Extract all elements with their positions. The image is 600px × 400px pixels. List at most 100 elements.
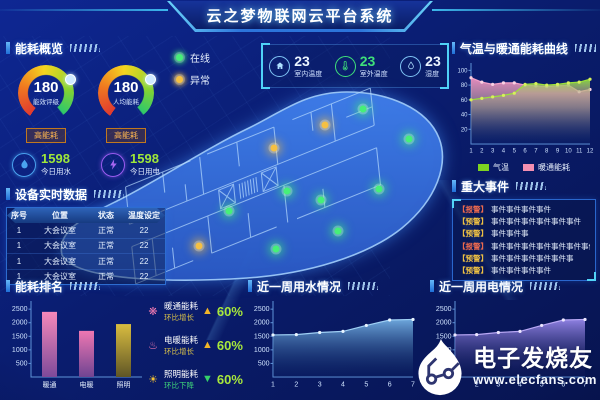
- water-today-value: 1598: [41, 151, 70, 166]
- table-cell: 1: [16, 256, 22, 266]
- rank-stat-percent: 60%: [216, 304, 243, 319]
- svg-text:3: 3: [491, 149, 495, 155]
- event-text: 事件事件事件事件事件事件: [491, 216, 581, 226]
- alarm-tag: 【报警】: [458, 204, 488, 214]
- status-value: 23: [359, 52, 376, 69]
- table-cell: 1: [16, 225, 22, 235]
- svg-text:1: 1: [469, 149, 473, 155]
- svg-text:3: 3: [318, 382, 322, 389]
- status-item-0: 23 室内温度: [269, 54, 322, 79]
- table-row: 1 大会议室 正常 22: [7, 268, 165, 285]
- map-status-dot-online[interactable]: [283, 187, 291, 195]
- map-status-dot-online[interactable]: [272, 245, 280, 253]
- map-status-dot-abnormal[interactable]: [270, 144, 278, 152]
- water-today-stat: 1598 今日用水: [12, 152, 71, 177]
- svg-text:4: 4: [518, 382, 522, 389]
- svg-text:6: 6: [388, 382, 392, 389]
- svg-text:4: 4: [502, 149, 506, 155]
- svg-text:6: 6: [561, 382, 565, 389]
- event-item[interactable]: 【预警】 事件事件事件事件事件事件: [458, 215, 590, 227]
- panel-title: 能耗排名: [15, 279, 64, 294]
- svg-text:2000: 2000: [436, 320, 452, 327]
- map-status-dot-online[interactable]: [405, 135, 413, 143]
- status-box: 23 室内温度 23 室外温度 23 湿度: [261, 43, 449, 89]
- table-row: 1 大会议室 正常 22: [7, 253, 165, 269]
- title-ticks: [70, 44, 101, 52]
- table-cell: 22: [139, 241, 149, 251]
- table-cell: 22: [139, 272, 149, 282]
- svg-text:7: 7: [583, 382, 587, 389]
- svg-text:5: 5: [513, 149, 517, 155]
- map-status-dot-online[interactable]: [317, 196, 325, 204]
- svg-text:3: 3: [496, 382, 500, 389]
- title-ticks: [516, 182, 547, 190]
- legend-item-online: 在线: [176, 50, 210, 65]
- svg-text:11: 11: [576, 149, 583, 155]
- event-item[interactable]: 【报警】 事件事件事件事件: [458, 203, 590, 215]
- watermark-brand: 电子发烧友: [473, 344, 594, 371]
- rank-stat-percent: 60%: [216, 338, 243, 353]
- event-item[interactable]: 【报警】事件事件事件事件事件事件事件事件: [458, 240, 590, 252]
- header-line-right: [432, 9, 600, 11]
- event-item[interactable]: 【预警】 事件事件事件事件事件事: [458, 252, 590, 264]
- svg-text:2500: 2500: [12, 306, 28, 313]
- panel-title: 近一周用电情况: [439, 279, 524, 294]
- map-status-dot-abnormal[interactable]: [195, 242, 203, 250]
- status-label: 室外温度: [359, 70, 388, 78]
- lightning-icon: [101, 152, 125, 177]
- house-icon: [269, 55, 291, 77]
- table-cell: 22: [139, 225, 149, 235]
- online-dot-icon: [176, 54, 183, 61]
- status-texts: 23 室内温度: [294, 54, 322, 79]
- table-cell: 大会议室: [44, 256, 76, 266]
- map-status-dot-online[interactable]: [359, 105, 367, 113]
- title-accent: [6, 42, 10, 54]
- svg-text:2500: 2500: [254, 306, 270, 313]
- power-today-value: 1598: [130, 151, 159, 166]
- table-header-row: 序号 位置 状态 温度设定: [7, 208, 165, 223]
- warning-tag: 【预警】: [458, 253, 488, 263]
- svg-text:80: 80: [461, 83, 468, 89]
- header-line-left: [0, 9, 168, 11]
- map-status-dot-abnormal[interactable]: [321, 121, 329, 129]
- svg-text:4: 4: [341, 382, 345, 389]
- panel-title: 气温与暖通能耗曲线: [459, 41, 568, 56]
- title-ticks: [530, 282, 561, 290]
- svg-text:500: 500: [258, 360, 270, 367]
- map-status-dot-online[interactable]: [375, 185, 383, 193]
- map-status-dot-online[interactable]: [225, 207, 233, 215]
- svg-text:12: 12: [587, 149, 594, 155]
- event-item[interactable]: 【预警】 事件事件事: [458, 228, 590, 240]
- rank-stat-percent: 60%: [216, 372, 243, 387]
- warning-tag: 【预警】: [458, 229, 488, 239]
- title-accent: [248, 280, 252, 292]
- svg-text:7: 7: [534, 149, 538, 155]
- gauge-ring: [98, 65, 154, 121]
- legend-label: 异常: [190, 76, 210, 87]
- device-table: 序号 位置 状态 温度设定 1 大会议室 正常 22 1 大会议室 正常 22 1 大会议室 正常 22 1 大会…: [6, 207, 166, 285]
- table-cell: 大会议室: [44, 241, 76, 251]
- heater-icon: ♨: [148, 339, 158, 352]
- svg-text:6: 6: [523, 149, 527, 155]
- warning-tag: 【预警】: [458, 216, 488, 226]
- watermark-url: www.elecfans.com: [473, 371, 597, 387]
- rank-stat-texts: 暖通能耗 环比增长: [164, 300, 198, 323]
- panel-device-data: 设备实时数据 序号 位置 状态 温度设定 1 大会议室 正常 22 1 大会议室 正常 22 1 大会议室…: [6, 186, 166, 285]
- map-status-dot-online[interactable]: [334, 227, 342, 235]
- event-item[interactable]: 【预警】 事件事件事件事件: [458, 264, 590, 276]
- energy-rank-bar-chart: 500 1000 1500 2000 2500 暖通 电暖 照明: [12, 301, 142, 389]
- svg-text:40: 40: [461, 113, 468, 119]
- table-header-cell: 温度设定: [128, 211, 160, 220]
- event-text: 事件事件事: [491, 229, 529, 239]
- table-cell: 正常: [98, 256, 114, 266]
- event-text: 事件事件事件事件: [491, 204, 551, 214]
- svg-text:60: 60: [461, 98, 468, 104]
- legend-label: 暖通能耗: [538, 163, 570, 172]
- arrow-up-icon: ▲: [202, 305, 213, 317]
- rank-stat-texts: 电暖能耗 环比增长: [164, 334, 198, 357]
- svg-text:1500: 1500: [436, 333, 452, 340]
- title-accent: [452, 180, 456, 192]
- status-item-1: 23 室外温度: [334, 52, 388, 79]
- arrow-down-icon: ▼: [202, 373, 213, 385]
